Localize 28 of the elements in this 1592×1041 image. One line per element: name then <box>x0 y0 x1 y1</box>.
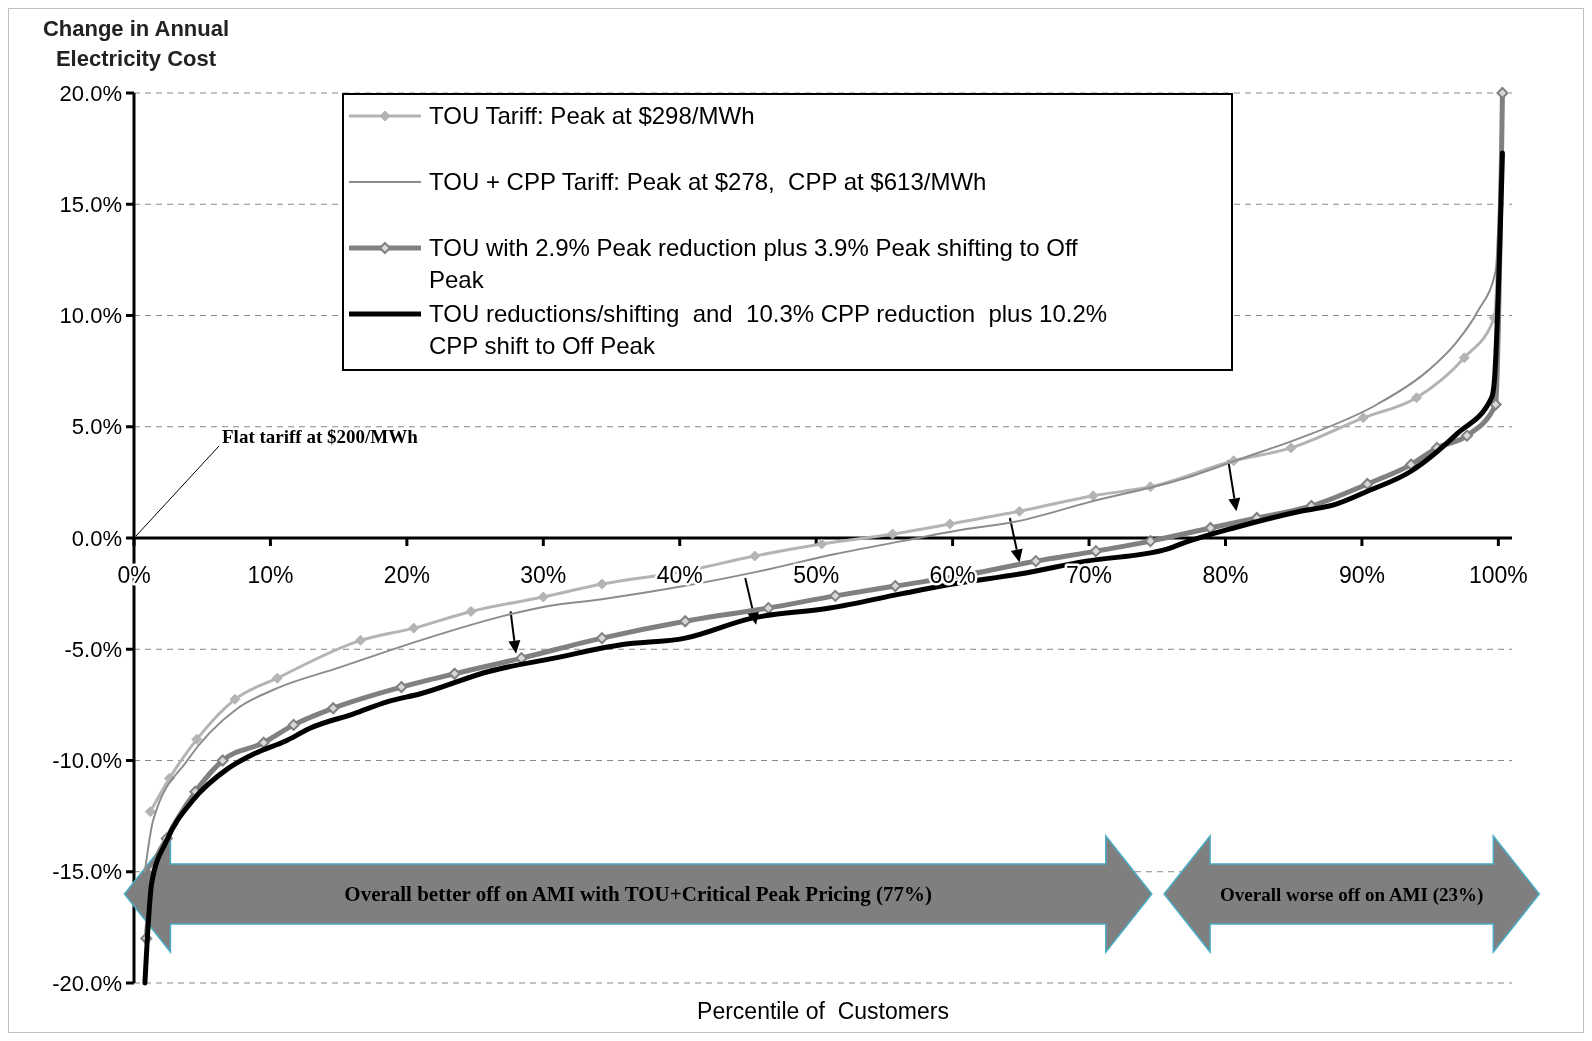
y-tick-label: 5.0% <box>71 414 122 440</box>
y-tick-label: 20.0% <box>59 80 122 106</box>
y-tick-label: -20.0% <box>52 970 122 996</box>
x-tick-label: 10% <box>247 562 294 588</box>
y-tick-label: 15.0% <box>59 191 122 217</box>
x-tick-label: 80% <box>1202 562 1249 588</box>
x-tick-label: 40% <box>656 562 703 588</box>
y-axis-title: Change in Annual Electricity Cost <box>42 16 230 71</box>
annotation: Overall better off on AMI with TOU+Critical Peak Pricing (77%) <box>344 882 932 907</box>
y-tick-label: 0.0% <box>71 525 122 551</box>
y-tick-label: 10.0% <box>59 303 122 329</box>
x-axis-title: Percentile of Customers <box>697 998 949 1024</box>
y-tick-label: -15.0% <box>52 859 122 885</box>
legend-label: TOU with 2.9% Peak reduction plus 3.9% Peak shifting to Off Peak <box>429 234 1079 294</box>
y-tick-label: -10.0% <box>52 748 122 774</box>
x-tick-label: 90% <box>1338 562 1385 588</box>
x-tick-label: 20% <box>383 562 430 588</box>
x-tick-label: 50% <box>793 562 840 588</box>
annotation: Overall worse off on AMI (23%) <box>1220 883 1484 906</box>
y-tick-label: -5.0% <box>64 636 122 662</box>
x-tick-label: 60% <box>929 562 976 588</box>
legend-label: TOU + CPP Tariff: Peak at $278, CPP at $613/MWh <box>429 168 987 196</box>
annotation: Flat tariff at $200/MWh <box>222 426 419 447</box>
legend-label: TOU Tariff: Peak at $298/MWh <box>429 102 755 130</box>
legend-label: TOU reductions/shifting and 10.3% CPP reduction plus 10.2% CPP shift to Off Peak <box>429 300 1108 360</box>
x-tick-label: 100% <box>1468 562 1528 588</box>
x-tick-label: 30% <box>520 562 567 588</box>
x-tick-label: 70% <box>1066 562 1113 588</box>
